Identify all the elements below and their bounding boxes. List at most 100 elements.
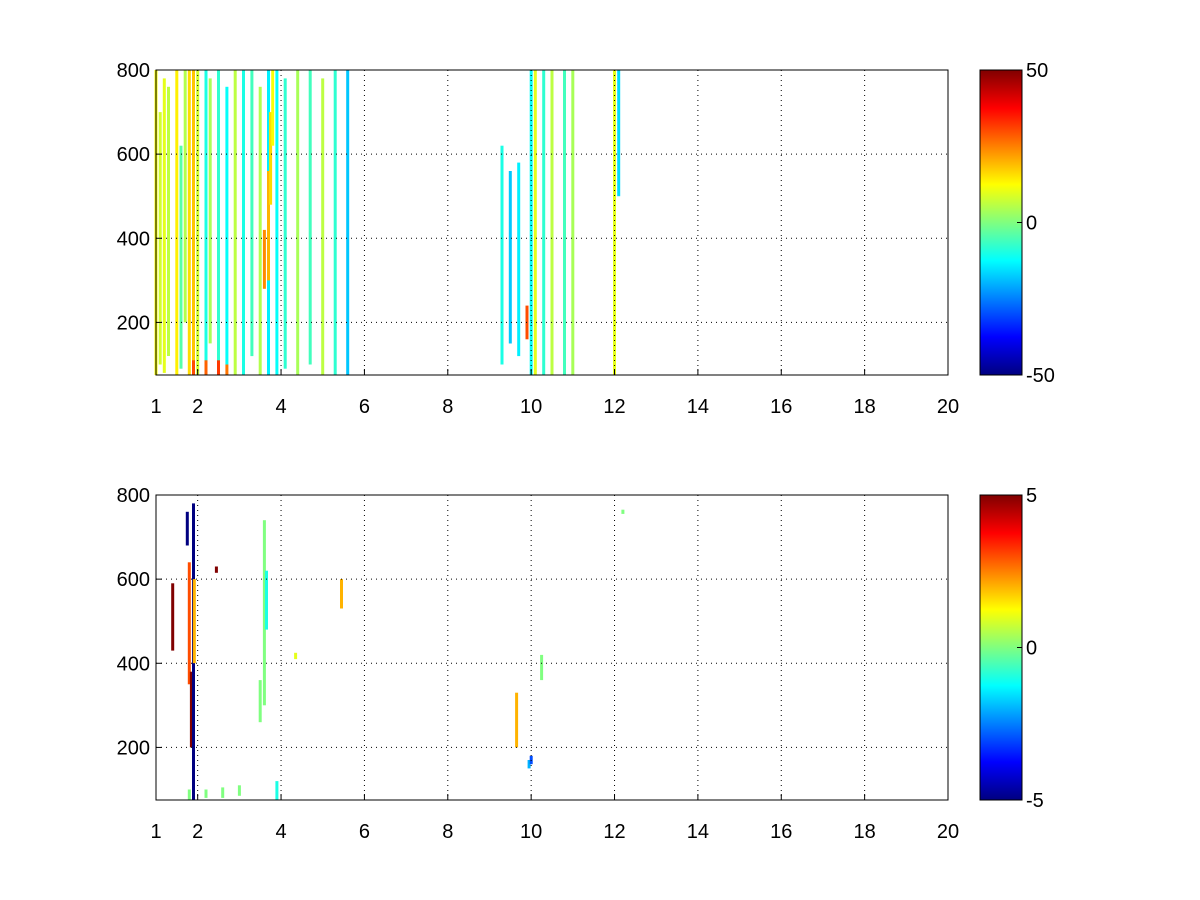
heatmap-cell (171, 583, 175, 651)
heatmap-cell (250, 70, 254, 357)
heatmap-cell (529, 70, 533, 375)
heatmap-cell (189, 671, 193, 748)
heatmap-cell (192, 579, 196, 664)
x-tick-label: 8 (442, 396, 453, 418)
heatmap-cell (550, 70, 554, 375)
x-tick-label: 14 (687, 396, 709, 418)
x-axis-ticks: 1 2 4 6 8 10 12 14 16 18 20 (150, 369, 959, 418)
heatmap-cell (269, 112, 273, 205)
heatmap-cell (262, 520, 266, 706)
heatmap-cell (242, 70, 245, 375)
y-tick-label: 800 (117, 485, 150, 507)
x-tick-label: 16 (770, 821, 792, 843)
heatmap-cell (258, 86, 262, 376)
x-tick-label: 10 (520, 396, 542, 418)
heatmap-cell (179, 145, 183, 369)
y-tick-label: 400 (117, 228, 150, 250)
x-tick-label: 20 (937, 821, 959, 843)
heatmap-cell (192, 360, 195, 375)
heatmap-cell (571, 70, 575, 375)
colorbar-tick-label: 0 (1026, 213, 1037, 235)
heatmap-cell (221, 787, 225, 798)
colorbar-tick-label: 0 (1026, 638, 1037, 660)
colorbar-gradient (979, 69, 1023, 376)
heatmap-cell (262, 229, 266, 289)
x-tick-label: 4 (275, 821, 286, 843)
x-tick-label: 1 (150, 396, 161, 418)
heatmap-cell (296, 70, 300, 375)
y-tick-label: 600 (117, 569, 150, 591)
x-tick-label: 8 (442, 821, 453, 843)
x-axis-ticks: 1 2 4 6 8 10 12 14 16 18 20 (150, 794, 959, 843)
colorbar-tick-label: 50 (1026, 60, 1048, 82)
x-tick-label: 1 (150, 821, 161, 843)
y-tick-label: 200 (117, 737, 150, 759)
x-tick-label: 4 (275, 396, 286, 418)
heatmap-cell (517, 162, 521, 357)
heatmap-cell (500, 145, 504, 365)
plot-background (156, 495, 948, 800)
heatmap-cell (233, 70, 237, 375)
grid-lines (156, 495, 948, 800)
heatmap-cell (258, 680, 262, 723)
colorbar-tick-label: -50 (1026, 365, 1055, 387)
x-tick-label: 6 (359, 396, 370, 418)
heatmap-cell (162, 78, 166, 373)
x-tick-label: 14 (687, 821, 709, 843)
heatmap-cell (283, 78, 287, 369)
heatmap-cell (515, 692, 519, 748)
heatmap-cell (346, 70, 350, 375)
heatmap-cell (187, 70, 191, 375)
heatmap-cell (183, 70, 187, 323)
colorbar-ticks: 5 0 -5 (1017, 485, 1044, 812)
heatmap-cell (267, 171, 270, 281)
heatmap-cell (527, 760, 531, 769)
heatmap-cell (621, 509, 625, 514)
x-tick-label: 18 (854, 821, 876, 843)
y-tick-label: 600 (117, 144, 150, 166)
heatmap-cell (185, 511, 189, 546)
heatmap-cell (617, 70, 621, 197)
top-colorbar: 50 0 -50 (979, 60, 1055, 387)
heatmap-cell (217, 70, 220, 375)
x-tick-label: 10 (520, 821, 542, 843)
y-axis-ticks: 200 400 600 800 (117, 60, 162, 334)
heatmap-cell (294, 652, 298, 660)
x-tick-label: 6 (359, 821, 370, 843)
heatmap-cell (237, 785, 241, 796)
heatmap-cell (321, 78, 325, 376)
x-tick-label: 12 (603, 821, 625, 843)
grid-lines (156, 70, 948, 375)
heatmap-cell (542, 70, 546, 375)
axes-frame (155, 494, 949, 801)
heatmap-cell (204, 360, 208, 375)
bottom-colorbar: 5 0 -5 (979, 485, 1044, 812)
x-tick-label: 12 (603, 396, 625, 418)
heatmap-cells (154, 70, 621, 376)
heatmap-cell (204, 70, 208, 375)
axes-frame (155, 69, 949, 376)
heatmap-cell (333, 70, 337, 375)
heatmap-cell (187, 562, 191, 685)
heatmap-cell (167, 86, 170, 357)
heatmap-cell (275, 70, 279, 375)
colorbar-gradient (979, 494, 1023, 801)
y-tick-label: 800 (117, 60, 150, 82)
y-tick-label: 200 (117, 312, 150, 334)
x-tick-label: 20 (937, 396, 959, 418)
heatmap-cell (187, 789, 191, 800)
heatmap-cell (204, 789, 208, 798)
heatmap-cell (192, 70, 195, 375)
heatmap-cell (540, 654, 544, 681)
heatmap-cell (225, 86, 229, 365)
heatmap-cell (208, 78, 212, 344)
heatmap-cell (175, 70, 179, 375)
y-axis-ticks: 200 400 600 800 (117, 485, 162, 759)
y-tick-label: 400 (117, 653, 150, 675)
heatmap-cell (271, 70, 275, 146)
colorbar-tick-label: -5 (1026, 790, 1044, 812)
heatmap-cell (217, 360, 220, 375)
